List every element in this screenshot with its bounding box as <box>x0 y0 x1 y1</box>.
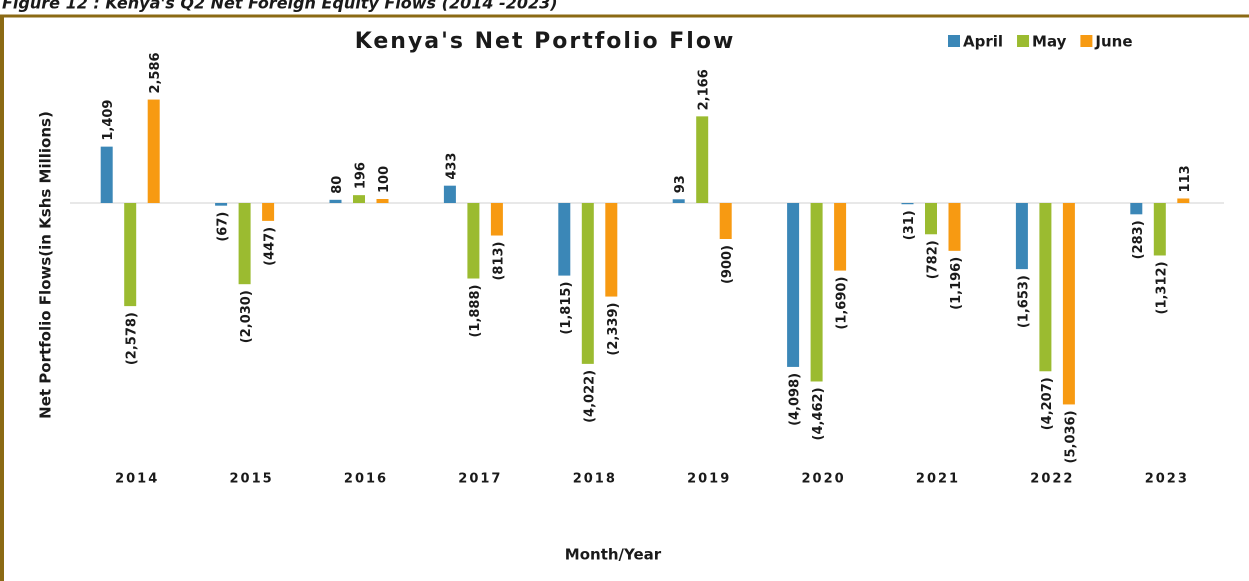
bar <box>467 203 480 279</box>
bar <box>329 199 342 203</box>
bar <box>605 203 618 297</box>
value-label: (4,462) <box>811 387 826 440</box>
value-label: 100 <box>377 166 392 193</box>
bar <box>353 195 365 203</box>
bar <box>672 199 685 203</box>
value-label: 1,409 <box>101 100 116 141</box>
bar <box>124 203 137 307</box>
figure-caption: Figure 12 : Kenya's Q2 Net Foreign Equit… <box>2 0 558 13</box>
x-tick-label: 2018 <box>573 472 617 487</box>
bar <box>443 185 456 203</box>
value-label: (67) <box>216 212 231 242</box>
value-label: (813) <box>491 242 506 281</box>
bar <box>1039 203 1052 372</box>
value-label: 433 <box>444 153 459 180</box>
x-tick-label: 2015 <box>230 472 274 487</box>
bar <box>901 203 914 205</box>
legend-label: May <box>1032 33 1067 51</box>
value-label: (2,030) <box>239 290 254 343</box>
value-label: (447) <box>263 227 278 266</box>
value-label: (1,312) <box>1154 261 1169 314</box>
bar <box>1015 203 1028 270</box>
value-label: (2,578) <box>125 312 140 365</box>
value-label: (1,653) <box>1016 275 1031 328</box>
value-label: 80 <box>330 176 345 194</box>
legend-swatch <box>1017 35 1030 47</box>
bar <box>787 203 800 367</box>
bar <box>1130 203 1143 215</box>
bar <box>376 199 389 203</box>
x-tick-label: 2021 <box>916 472 960 487</box>
value-label: 196 <box>354 162 369 189</box>
value-label: (2,339) <box>606 303 621 356</box>
value-label: (4,207) <box>1040 377 1055 430</box>
x-tick-label: 2022 <box>1030 472 1074 487</box>
bar <box>215 203 228 206</box>
x-tick-label: 2014 <box>115 472 159 487</box>
value-label: (782) <box>926 240 941 279</box>
bar <box>810 203 823 382</box>
x-tick-label: 2020 <box>802 472 846 487</box>
bar <box>262 203 275 221</box>
value-label: (1,690) <box>835 277 850 330</box>
value-label: (1,196) <box>949 257 964 310</box>
bar <box>696 116 709 203</box>
value-label: (4,098) <box>788 373 803 426</box>
bar <box>581 203 594 364</box>
x-tick-label: 2019 <box>687 472 731 487</box>
x-tick-label: 2023 <box>1145 472 1189 487</box>
bar <box>1177 198 1190 203</box>
bar <box>100 146 113 203</box>
x-axis-label: Month/Year <box>565 546 662 564</box>
bar <box>834 203 847 271</box>
value-label: (1,888) <box>468 285 483 338</box>
value-label: (1,815) <box>559 282 574 335</box>
legend-swatch <box>1080 35 1093 47</box>
bar <box>147 99 160 203</box>
value-label: (31) <box>902 210 917 240</box>
value-label: 2,166 <box>697 69 712 110</box>
x-tick-label: 2016 <box>344 472 388 487</box>
value-label: 113 <box>1178 165 1193 192</box>
y-axis-label: Net Portfolio Flows(in Kshs Millions) <box>37 111 55 419</box>
chart-title: Kenya's Net Portfolio Flow <box>355 29 736 54</box>
legend-label: April <box>963 33 1003 51</box>
legend-swatch <box>948 35 960 47</box>
x-tick-label: 2017 <box>458 472 502 487</box>
bar <box>719 203 732 239</box>
bar <box>558 203 571 276</box>
bar <box>1153 203 1166 256</box>
bar <box>925 203 937 235</box>
value-label: (900) <box>720 245 735 284</box>
bar <box>1062 203 1075 405</box>
value-label: (4,022) <box>582 370 597 423</box>
bar <box>490 203 503 236</box>
value-label: 93 <box>673 175 688 193</box>
value-label: (5,036) <box>1063 410 1078 463</box>
legend-label: June <box>1094 33 1132 51</box>
bar <box>238 203 251 285</box>
bar <box>948 203 961 251</box>
value-label: (283) <box>1131 220 1146 259</box>
value-label: 2,586 <box>148 52 163 93</box>
